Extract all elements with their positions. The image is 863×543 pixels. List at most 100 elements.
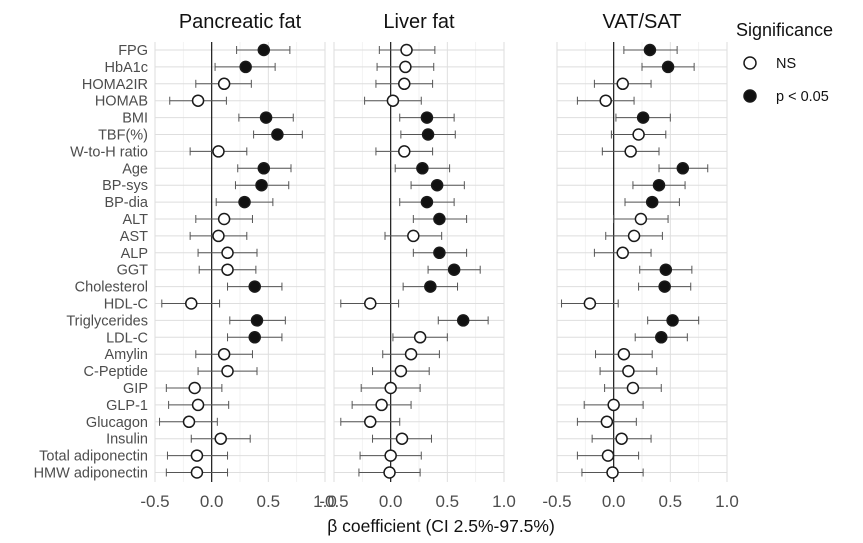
x-tick-label: 1.0 xyxy=(313,492,337,511)
estimate-point-age xyxy=(676,162,690,175)
row-label-total-adiponectin: Total adiponectin xyxy=(39,449,148,465)
estimate-point-w-to-h-ratio xyxy=(398,145,411,158)
estimate-point-bmi xyxy=(259,111,273,124)
estimate-point-insulin xyxy=(214,432,227,445)
chart-panels: Pancreatic fat -0.5 0.0 0.5 1.0 Liver fat -0.5… xyxy=(140,11,738,511)
estimate-point-gip xyxy=(188,381,201,395)
legend: Significance NS p < 0.05 xyxy=(736,20,833,105)
panel-liver-fat: Liver fat -0.5 0.0 0.5 1.0 xyxy=(319,11,515,511)
legend-ns-marker xyxy=(743,56,757,70)
x-tick-label: 1.0 xyxy=(715,492,739,511)
estimate-point-triglycerides xyxy=(456,314,470,327)
x-tick-label: -0.5 xyxy=(542,492,571,511)
estimate-point-hdl-c xyxy=(364,297,377,310)
row-label-ggt: GGT xyxy=(117,263,149,279)
row-label-hmw-adiponectin: HMW adiponectin xyxy=(34,466,148,482)
estimate-point-bp-dia xyxy=(645,195,659,209)
estimate-point-tbf xyxy=(271,128,284,141)
row-label-w-to-h-ratio: W-to-H ratio xyxy=(70,144,148,160)
estimate-point-fpg xyxy=(643,43,657,57)
estimate-point-glp-1 xyxy=(607,398,620,412)
estimate-point-ldl-c xyxy=(655,331,668,344)
row-label-c-peptide: C-Peptide xyxy=(84,364,148,380)
estimate-point-bp-sys xyxy=(652,178,666,192)
estimate-point-homab xyxy=(386,94,400,107)
estimate-point-hmw-adiponectin xyxy=(606,466,619,479)
estimate-point-ggt xyxy=(447,263,461,276)
x-tick-label: 0.0 xyxy=(379,492,403,511)
estimate-point-hdl-c xyxy=(583,297,597,310)
estimate-point-alt xyxy=(217,212,231,226)
x-tick-label: 1.0 xyxy=(492,492,516,511)
estimate-point-w-to-h-ratio xyxy=(212,145,225,158)
estimate-point-homab xyxy=(599,94,612,107)
row-label-triglycerides: Triglycerides xyxy=(66,313,148,329)
estimate-point-glucagon xyxy=(364,415,377,429)
legend-ns-label: NS xyxy=(776,56,796,72)
estimate-point-bmi xyxy=(636,111,650,124)
estimate-point-total-adiponectin xyxy=(384,449,397,462)
estimate-point-cholesterol xyxy=(248,280,261,293)
estimate-point-bp-sys xyxy=(255,178,268,192)
estimate-point-tbf xyxy=(632,128,645,141)
estimate-point-cholesterol xyxy=(424,280,437,293)
estimate-point-fpg xyxy=(400,43,413,57)
estimate-point-alp xyxy=(221,246,234,260)
panel-pancreatic-fat: Pancreatic fat -0.5 0.0 0.5 1.0 xyxy=(140,11,336,511)
estimate-point-fpg xyxy=(257,43,271,57)
estimate-point-w-to-h-ratio xyxy=(624,145,637,158)
estimate-point-homa2ir xyxy=(616,77,629,91)
panel-title: Liver fat xyxy=(383,11,455,33)
estimate-point-ggt xyxy=(659,263,673,276)
x-tick-label: -0.5 xyxy=(140,492,169,511)
estimate-point-total-adiponectin xyxy=(601,449,615,462)
estimate-point-homa2ir xyxy=(398,77,411,91)
estimate-point-alp xyxy=(433,246,446,260)
panel-title: Pancreatic fat xyxy=(179,11,302,33)
estimate-point-cholesterol xyxy=(658,280,671,293)
row-label-insulin: Insulin xyxy=(106,432,148,448)
estimate-point-bp-dia xyxy=(420,195,434,209)
row-label-glucagon: Glucagon xyxy=(86,415,148,431)
estimate-point-triglycerides xyxy=(250,314,264,327)
estimate-point-alt xyxy=(433,212,446,226)
row-label-glp-1: GLP-1 xyxy=(106,398,148,414)
estimate-point-glp-1 xyxy=(375,398,388,412)
row-label-tbf: TBF(%) xyxy=(98,128,148,144)
row-label-fpg: FPG xyxy=(118,43,148,59)
row-label-age: Age xyxy=(122,161,148,177)
row-label-amylin: Amylin xyxy=(104,347,148,363)
x-tick-label: 0.0 xyxy=(200,492,224,511)
estimate-point-amylin xyxy=(617,347,631,361)
estimate-point-glucagon xyxy=(600,415,614,429)
estimate-point-gip xyxy=(384,381,397,395)
estimate-point-hba1c xyxy=(239,60,252,74)
estimate-point-age xyxy=(416,162,429,175)
estimate-point-bmi xyxy=(420,111,434,124)
estimate-point-bp-dia xyxy=(238,195,251,209)
panel-vat-sat: VAT/SAT -0.5 0.0 0.5 1.0 xyxy=(542,11,738,511)
estimate-point-alt xyxy=(634,212,648,226)
row-label-homa2ir: HOMA2IR xyxy=(82,77,148,93)
x-tick-label: 0.5 xyxy=(257,492,281,511)
estimate-point-gip xyxy=(626,381,640,395)
estimate-point-total-adiponectin xyxy=(190,449,204,462)
estimate-point-hmw-adiponectin xyxy=(190,466,204,479)
estimate-point-insulin xyxy=(615,432,628,445)
x-tick-label: 0.5 xyxy=(436,492,460,511)
estimate-point-glp-1 xyxy=(191,398,205,412)
estimate-point-triglycerides xyxy=(666,314,679,327)
estimate-point-age xyxy=(257,162,271,175)
estimate-point-alp xyxy=(616,246,629,260)
legend-title: Significance xyxy=(736,20,833,40)
x-tick-label: 0.5 xyxy=(659,492,683,511)
estimate-point-bp-sys xyxy=(430,178,444,192)
estimate-point-tbf xyxy=(421,128,435,141)
estimate-point-hba1c xyxy=(661,60,675,74)
estimate-point-insulin xyxy=(395,432,409,445)
x-tick-label: 0.0 xyxy=(602,492,626,511)
estimate-point-amylin xyxy=(404,347,418,361)
x-tick-label: -0.5 xyxy=(319,492,348,511)
row-label-alt: ALT xyxy=(122,212,148,228)
